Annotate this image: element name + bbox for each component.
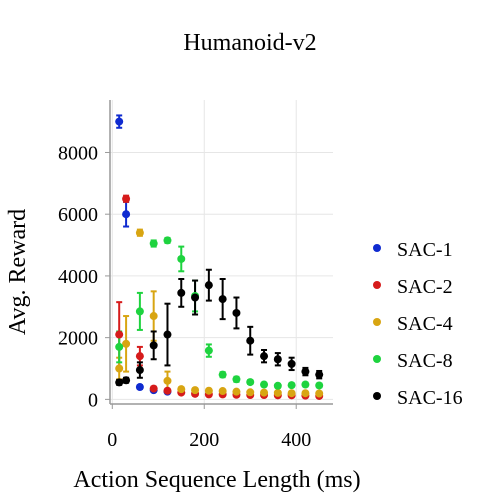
data-point bbox=[163, 376, 172, 385]
legend-marker bbox=[373, 244, 381, 252]
data-point bbox=[287, 381, 296, 390]
data-point bbox=[177, 288, 186, 297]
data-point bbox=[246, 336, 255, 345]
data-point bbox=[260, 380, 269, 389]
data-point bbox=[122, 210, 131, 219]
data-point bbox=[232, 308, 241, 317]
legend-label: SAC-8 bbox=[397, 350, 453, 372]
data-point bbox=[315, 381, 324, 390]
x-tick-label: 400 bbox=[281, 429, 311, 451]
data-point bbox=[135, 352, 144, 361]
data-point bbox=[204, 281, 213, 290]
data-point bbox=[273, 388, 282, 397]
data-point bbox=[122, 339, 131, 348]
data-point bbox=[177, 254, 186, 263]
legend-label: SAC-2 bbox=[397, 276, 453, 298]
data-point bbox=[232, 375, 241, 384]
data-point bbox=[315, 389, 324, 398]
y-tick-label: 2000 bbox=[58, 328, 98, 350]
legend: SAC-1 SAC-2 SAC-4 SAC-8 SAC-16 bbox=[373, 239, 463, 409]
data-point bbox=[218, 295, 227, 304]
data-point bbox=[163, 330, 172, 339]
data-point bbox=[301, 367, 310, 376]
data-point bbox=[135, 383, 144, 392]
data-point bbox=[260, 352, 269, 361]
data-point bbox=[218, 370, 227, 379]
data-point bbox=[115, 378, 124, 387]
data-point bbox=[122, 376, 131, 385]
data-point bbox=[122, 194, 131, 203]
y-tick-label: 8000 bbox=[58, 142, 98, 164]
data-point bbox=[301, 389, 310, 398]
legend-marker bbox=[373, 281, 381, 289]
data-point bbox=[149, 239, 158, 248]
data-point bbox=[135, 307, 144, 316]
data-point bbox=[115, 342, 124, 351]
grid bbox=[110, 100, 333, 404]
data-point bbox=[287, 389, 296, 398]
data-point bbox=[204, 386, 213, 395]
data-point bbox=[301, 380, 310, 389]
error-bars bbox=[116, 114, 323, 398]
data-point bbox=[135, 366, 144, 375]
y-tick-label: 6000 bbox=[58, 204, 98, 226]
data-point bbox=[287, 359, 296, 368]
data-point bbox=[177, 385, 186, 394]
x-axis-label: Action Sequence Length (ms) bbox=[73, 467, 360, 493]
data-point bbox=[232, 387, 241, 396]
legend-marker bbox=[373, 392, 381, 400]
data-point bbox=[149, 341, 158, 350]
legend-marker bbox=[373, 318, 381, 326]
legend-label: SAC-4 bbox=[397, 313, 453, 335]
data-point bbox=[315, 370, 324, 379]
data-points bbox=[115, 117, 324, 400]
data-point bbox=[191, 386, 200, 395]
data-point bbox=[163, 236, 172, 245]
x-tick-label: 200 bbox=[189, 429, 219, 451]
data-point bbox=[115, 117, 124, 126]
data-point bbox=[149, 312, 158, 321]
axes bbox=[105, 100, 333, 409]
y-tick-label: 4000 bbox=[58, 266, 98, 288]
data-point bbox=[149, 384, 158, 393]
legend-marker bbox=[373, 355, 381, 363]
data-point bbox=[191, 293, 200, 302]
legend-label: SAC-1 bbox=[397, 239, 453, 261]
legend-label: SAC-16 bbox=[397, 387, 463, 409]
data-point bbox=[246, 378, 255, 387]
x-tick-label: 0 bbox=[107, 429, 117, 451]
data-point bbox=[135, 228, 144, 237]
data-point bbox=[273, 381, 282, 390]
y-tick-label: 0 bbox=[88, 389, 98, 411]
chart-title: Humanoid-v2 bbox=[183, 30, 316, 56]
data-point bbox=[218, 387, 227, 396]
data-point bbox=[246, 388, 255, 397]
data-point bbox=[273, 355, 282, 364]
data-point bbox=[163, 386, 172, 395]
data-point bbox=[115, 364, 124, 373]
data-point bbox=[115, 330, 124, 339]
data-point bbox=[204, 346, 213, 355]
data-point bbox=[260, 388, 269, 397]
y-axis-label: Avg. Reward bbox=[5, 209, 31, 335]
